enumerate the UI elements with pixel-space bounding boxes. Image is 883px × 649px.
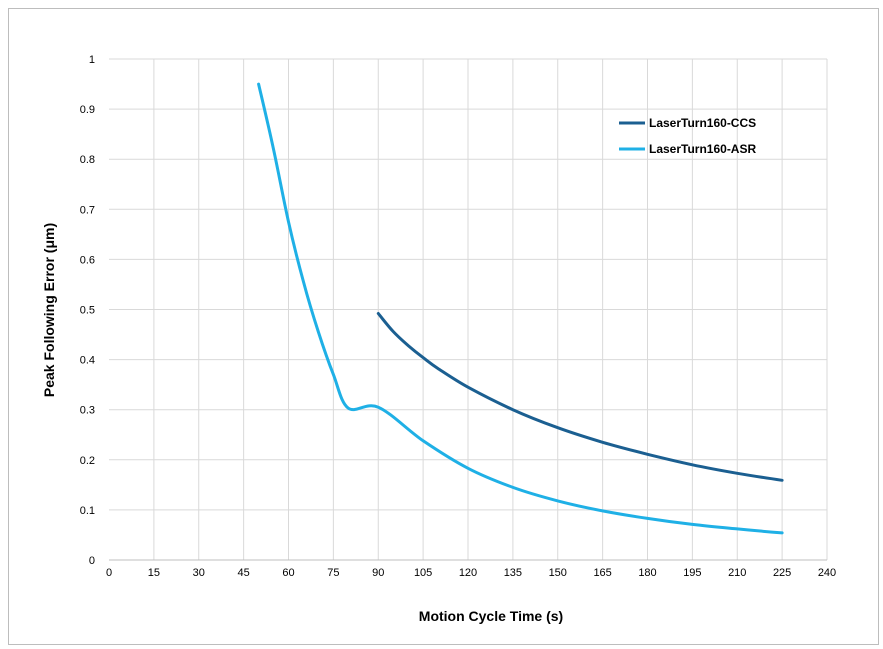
y-tick-label: 0.5	[80, 305, 95, 317]
x-tick-label: 90	[372, 567, 384, 579]
y-tick-label: 0.7	[80, 204, 95, 216]
x-tick-label: 210	[728, 567, 746, 579]
y-tick-label: 0.4	[80, 355, 95, 367]
y-axis-title: Peak Following Error (μm)	[41, 223, 57, 397]
x-tick-label: 195	[683, 567, 701, 579]
chart-frame: 0 15 30 45 60 75 90 105 120 135 150 165 180 195 210 225…	[8, 8, 879, 645]
series-line-laserturn160-asr	[257, 82, 784, 535]
y-tick-labels: 0 0.1 0.2 0.3 0.4 0.5 0.6 0.7 0.8 0.9 1	[80, 54, 95, 567]
x-tick-label: 0	[106, 567, 112, 579]
line-chart: 0 15 30 45 60 75 90 105 120 135 150 165 180 195 210 225…	[41, 54, 836, 624]
y-tick-label: 0.2	[80, 455, 95, 467]
x-tick-label: 120	[459, 567, 477, 579]
legend: LaserTurn160-CCS LaserTurn160-ASR	[619, 116, 756, 156]
x-tick-label: 15	[148, 567, 160, 579]
x-tick-label: 75	[327, 567, 339, 579]
gridlines	[109, 58, 828, 560]
y-tick-label: 0.6	[80, 254, 95, 266]
series-lines	[257, 82, 784, 535]
x-tick-label: 60	[282, 567, 294, 579]
x-tick-label: 105	[414, 567, 432, 579]
y-tick-label: 0.1	[80, 505, 95, 517]
x-tick-label: 240	[818, 567, 836, 579]
series-line-laserturn160-ccs	[376, 312, 784, 482]
x-tick-label: 225	[773, 567, 791, 579]
x-tick-label: 45	[238, 567, 250, 579]
y-tick-label: 0.3	[80, 405, 95, 417]
y-tick-label: 0	[89, 555, 95, 567]
y-tick-label: 1	[89, 54, 95, 66]
x-tick-labels: 0 15 30 45 60 75 90 105 120 135 150 165 180 195 210 225…	[106, 567, 836, 579]
x-tick-label: 30	[193, 567, 205, 579]
legend-label: LaserTurn160-ASR	[649, 142, 756, 156]
x-tick-label: 150	[549, 567, 567, 579]
y-tick-label: 0.8	[80, 154, 95, 166]
x-tick-label: 135	[504, 567, 522, 579]
y-tick-label: 0.9	[80, 104, 95, 116]
x-tick-label: 180	[638, 567, 656, 579]
x-tick-label: 165	[593, 567, 611, 579]
legend-label: LaserTurn160-CCS	[649, 116, 756, 130]
x-axis-title: Motion Cycle Time (s)	[419, 608, 563, 624]
